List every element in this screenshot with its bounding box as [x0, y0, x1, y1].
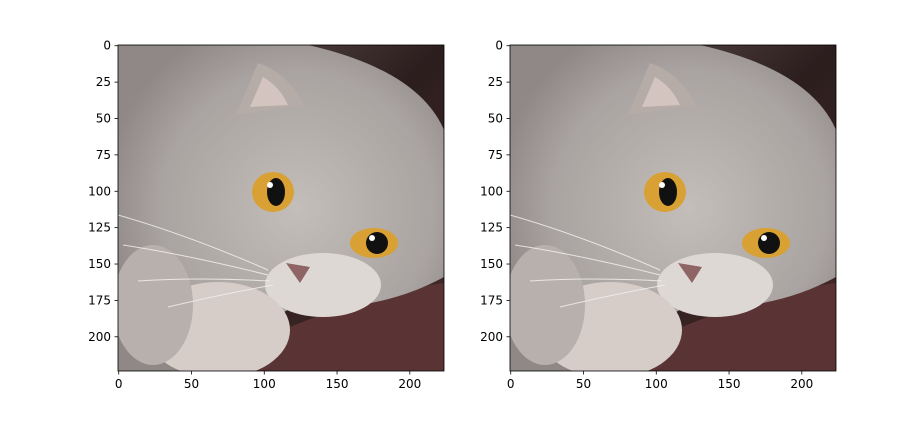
y-tick-label: 175 [88, 293, 111, 307]
y-tick-label: 25 [488, 75, 503, 89]
axes-frame [117, 44, 445, 372]
x-tick-label: 0 [115, 377, 123, 391]
y-tick-label: 125 [88, 221, 111, 235]
y-tick-label: 200 [480, 330, 503, 344]
x-tick-label: 150 [718, 377, 741, 391]
y-tick-label: 100 [480, 184, 503, 198]
image [505, 45, 836, 378]
y-tick-label: 150 [480, 257, 503, 271]
x-tick-label: 0 [507, 377, 515, 391]
y-tick-label: 150 [88, 257, 111, 271]
x-tick-label: 150 [326, 377, 349, 391]
y-tick-label: 125 [480, 221, 503, 235]
y-tick-label: 50 [96, 111, 111, 125]
y-tick-label: 75 [96, 148, 111, 162]
y-tick-label: 0 [103, 39, 111, 53]
y-tick-label: 175 [480, 293, 503, 307]
y-tick-label: 25 [96, 75, 111, 89]
y-tick-label: 0 [495, 39, 503, 53]
x-tick-label: 200 [398, 377, 421, 391]
x-tick-label: 200 [790, 377, 813, 391]
y-tick-label: 75 [488, 148, 503, 162]
x-tick-label: 100 [645, 377, 668, 391]
y-tick-label: 50 [488, 111, 503, 125]
y-tick-label: 100 [88, 184, 111, 198]
y-tick-label: 200 [88, 330, 111, 344]
x-tick-label: 50 [184, 377, 199, 391]
x-tick-label: 100 [253, 377, 276, 391]
axes-frame [509, 44, 837, 372]
x-tick-label: 50 [576, 377, 591, 391]
image [113, 45, 444, 378]
